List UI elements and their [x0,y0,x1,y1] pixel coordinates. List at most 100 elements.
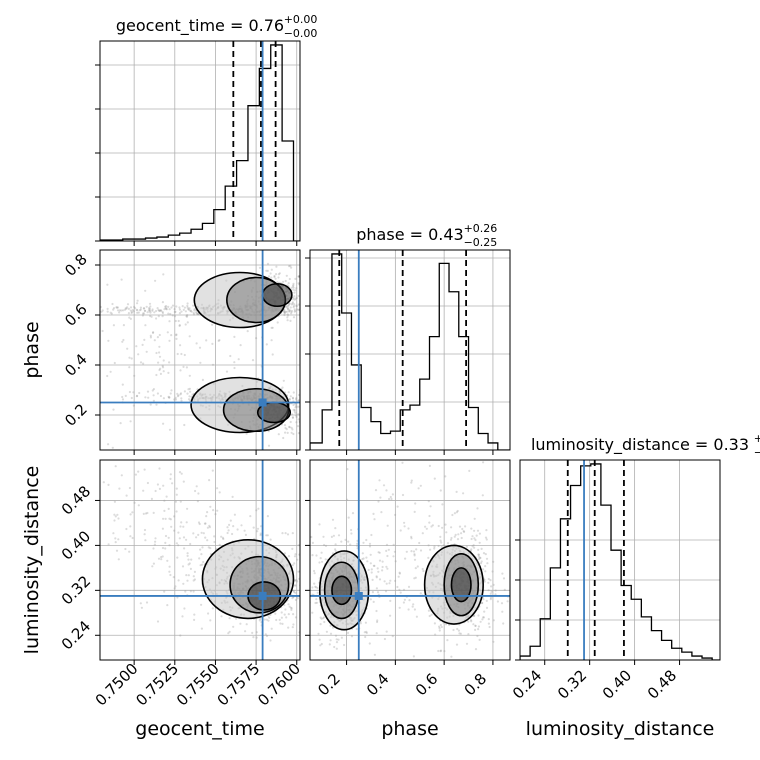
sample-point [310,535,313,539]
sample-point [302,409,304,411]
sample-point [414,567,417,570]
title-upper-error: +0.05 [754,432,760,445]
sample-point [270,268,273,271]
sample-point [159,309,162,312]
sample-point [481,494,484,497]
sample-point [399,591,402,594]
sample-point [430,613,433,616]
sample-point [185,366,188,369]
sample-point [166,559,169,562]
sample-point [198,522,201,526]
sample-point [287,626,290,629]
sample-point [286,313,289,316]
sample-point [304,297,306,299]
sample-point [314,585,317,588]
sample-point [293,410,296,413]
sample-point [190,310,193,313]
sample-point [301,281,303,283]
sample-point [239,622,242,625]
sample-point [311,396,313,398]
sample-point [325,551,327,553]
sample-point [95,597,97,599]
sample-point [115,306,118,309]
sample-point [181,305,184,308]
sample-point [196,313,200,316]
sample-point [294,616,298,619]
sample-point [415,548,418,551]
sample-point [144,539,147,542]
sample-point [482,616,485,619]
sample-point [267,275,271,278]
sample-point [188,387,191,390]
sample-point [278,618,281,622]
sample-point [415,615,418,618]
sample-point [206,510,209,514]
sample-point [152,511,155,514]
sample-point [233,335,236,338]
sample-point [370,571,373,574]
histogram [310,250,510,450]
sample-point [303,582,305,584]
sample-point [290,286,293,289]
x-tick-label: 0.7500 [92,660,142,710]
sample-point [388,582,391,585]
sample-point [183,353,186,357]
sample-point [176,395,179,398]
sample-point [462,492,465,495]
panel-frame [99,40,301,242]
sample-point [474,648,478,651]
sample-point [143,533,146,536]
sample-point [290,303,293,306]
sample-point [129,317,132,320]
sample-point [317,550,319,552]
sample-point [193,618,196,622]
sample-point [283,311,286,314]
sample-point [129,420,132,423]
sample-point [288,302,291,305]
sample-point [438,627,441,630]
sample-point [375,609,378,613]
sample-point [303,578,305,580]
sample-point [186,304,189,307]
sample-point [128,390,131,394]
sample-point [185,574,188,577]
sample-point [471,535,474,538]
sample-point [218,339,221,342]
sample-point [372,564,375,567]
sample-point [305,565,307,567]
sample-point [304,395,306,397]
sample-point [292,316,296,319]
sample-point [428,521,431,524]
sample-point [292,296,295,299]
sample-point [431,524,434,527]
sample-point [197,521,201,524]
sample-point [292,288,295,291]
sample-point [180,397,183,400]
sample-point [373,564,376,568]
x-tick-label: 0.4 [363,670,393,700]
sample-point [173,308,176,311]
sample-point [113,513,116,516]
sample-point [194,489,197,493]
sample-point [287,307,290,310]
sample-point [387,548,390,551]
sample-point [315,601,318,604]
sample-point [383,580,386,583]
sample-point [93,480,95,482]
sample-point [175,542,178,545]
sample-point [188,307,191,310]
sample-point [228,523,231,527]
sample-point [158,467,161,470]
sample-point [427,609,430,612]
sample-point [135,395,138,398]
sample-point [251,359,255,362]
sample-point [413,577,416,580]
sample-point [101,309,104,312]
sample-point [307,576,309,578]
sample-point [269,639,272,642]
sample-point [206,526,209,529]
sample-point [107,443,110,446]
x-axis-label: luminosity_distance [526,718,715,740]
sample-point [246,330,249,333]
